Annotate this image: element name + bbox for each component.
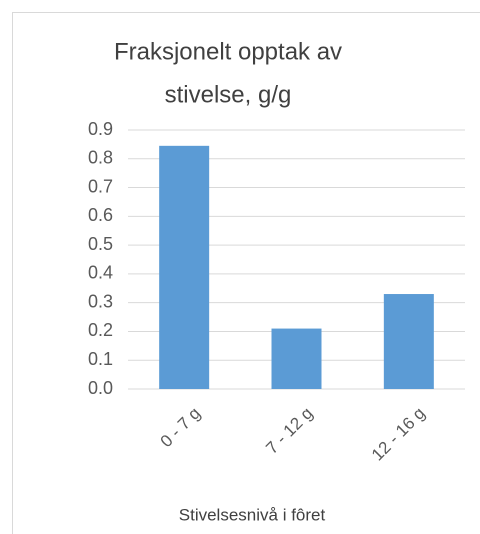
chart-frame: [12, 12, 480, 534]
y-tick-label: 0.3: [88, 291, 113, 311]
bar: [159, 145, 210, 389]
y-tick-label: 0.4: [88, 263, 113, 283]
y-tick-label: 0.9: [88, 119, 113, 139]
y-tick-label: 0.5: [88, 234, 113, 254]
y-tick-label: 0.0: [88, 378, 113, 398]
y-tick-label: 0.7: [88, 176, 113, 196]
chart-title-line: Fraksjonelt opptak av: [114, 38, 342, 65]
bar: [271, 328, 322, 389]
x-tick-label: 0 - 7 g: [157, 404, 205, 452]
y-tick-label: 0.1: [88, 349, 113, 369]
y-tick-label: 0.6: [88, 205, 113, 225]
x-axis-title: Stivelsesnivå i fôret: [179, 505, 326, 524]
chart-title-line: stivelse, g/g: [165, 81, 292, 108]
x-tick-label: 7 - 12 g: [262, 404, 316, 458]
x-tick-label: 12 - 16 g: [368, 404, 429, 465]
y-tick-label: 0.8: [88, 148, 113, 168]
y-tick-label: 0.2: [88, 320, 113, 340]
bar: [383, 294, 434, 389]
